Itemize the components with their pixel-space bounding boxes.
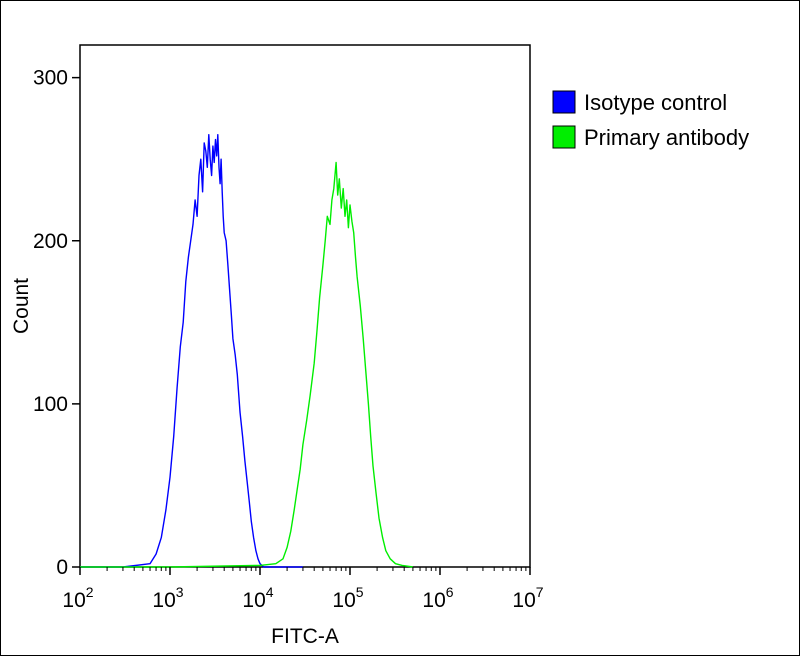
plot-area xyxy=(79,44,531,568)
legend-item-primary-antibody: Primary antibody xyxy=(552,125,749,150)
x-tick-label: 104 xyxy=(242,584,273,612)
x-axis: 102 103 104 105 106 107 xyxy=(62,567,544,612)
legend-item-isotype-control: Isotype control xyxy=(552,90,727,115)
y-tick-label: 100 xyxy=(33,393,68,416)
x-tick-label: 106 xyxy=(422,584,453,612)
x-tick-label: 103 xyxy=(152,584,183,612)
legend-swatch-isotype-control xyxy=(552,90,576,114)
x-tick-label: 107 xyxy=(512,584,543,612)
legend-label-primary-antibody: Primary antibody xyxy=(584,125,749,150)
y-tick-label: 0 xyxy=(56,556,68,579)
x-tick-label: 102 xyxy=(62,584,93,612)
x-axis-title: FITC-A xyxy=(271,625,339,648)
y-axis-title: Count xyxy=(10,278,33,334)
series-line-isotype-control xyxy=(80,133,303,568)
series-layer xyxy=(80,133,414,568)
x-tick-label: 105 xyxy=(332,584,363,612)
legend: Isotype control Primary antibody xyxy=(552,90,749,150)
y-tick-label: 300 xyxy=(33,67,68,90)
legend-swatch-primary-antibody xyxy=(552,125,576,149)
y-axis: 0 100 200 300 xyxy=(33,67,80,579)
y-tick-label: 200 xyxy=(33,230,68,253)
legend-label-isotype-control: Isotype control xyxy=(584,90,727,115)
series-line-primary-antibody xyxy=(80,161,414,568)
